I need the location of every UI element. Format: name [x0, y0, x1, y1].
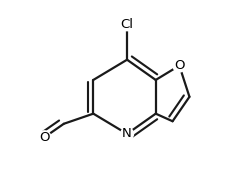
Text: N: N [122, 127, 132, 140]
Circle shape [121, 128, 133, 140]
Circle shape [173, 59, 186, 72]
Circle shape [38, 131, 51, 144]
Circle shape [121, 18, 133, 31]
Text: O: O [174, 59, 184, 72]
Text: O: O [39, 131, 50, 144]
Text: Cl: Cl [121, 18, 133, 31]
